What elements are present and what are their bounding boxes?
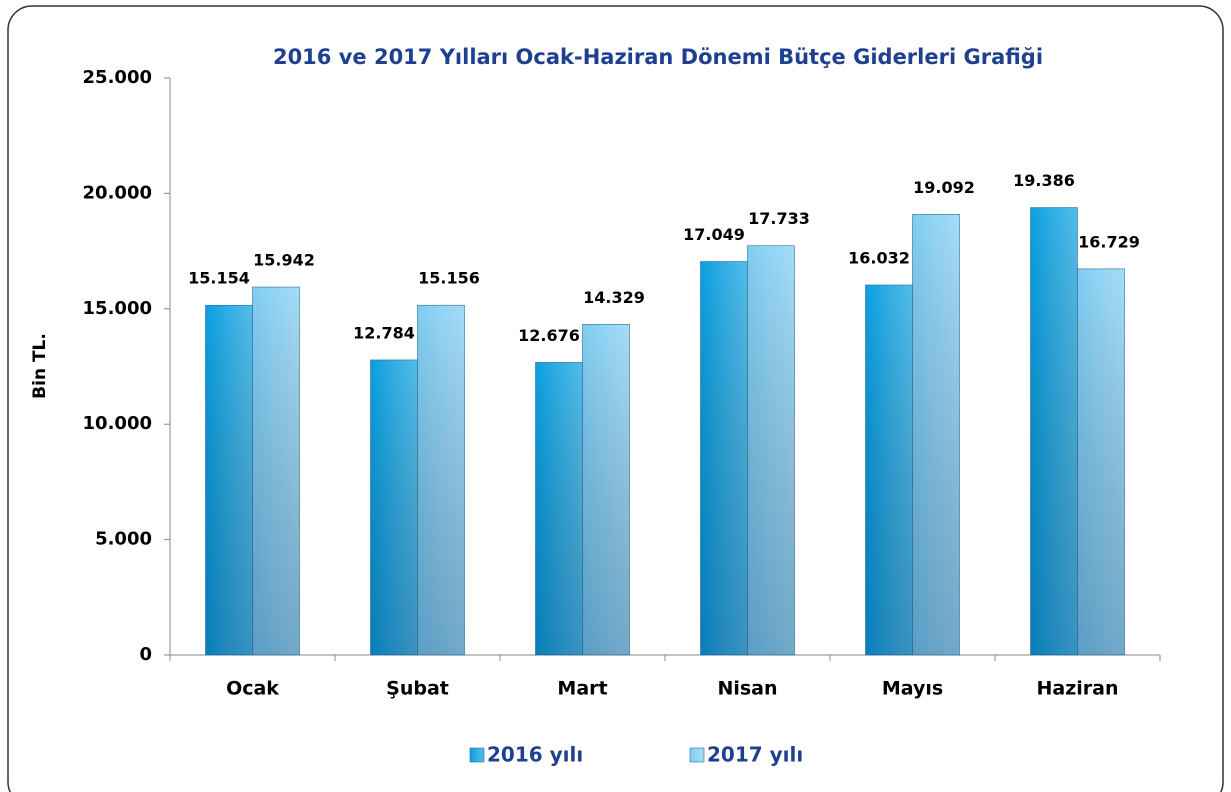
y-tick-label: 15.000	[83, 298, 152, 319]
bar-shade	[252, 287, 300, 655]
value-label: 17.733	[748, 209, 810, 228]
value-label: 15.156	[418, 269, 480, 288]
x-tick-label: Ocak	[226, 678, 279, 700]
value-label: 15.154	[188, 269, 250, 288]
x-tick-label: Mayıs	[882, 678, 943, 700]
bar-shade	[417, 305, 465, 655]
bar-shade	[912, 214, 960, 656]
bar-shade	[865, 284, 913, 655]
bar-shade	[1077, 268, 1125, 655]
bar-shade	[582, 324, 630, 655]
chart-title: 2016 ve 2017 Yılları Ocak-Haziran Dönemi…	[273, 45, 1043, 69]
y-axis-label: Bin TL.	[30, 333, 50, 399]
x-tick-label: Şubat	[386, 678, 449, 700]
y-tick-label: 5.000	[95, 529, 152, 550]
value-label: 17.049	[683, 225, 745, 244]
value-label: 19.092	[913, 178, 975, 197]
y-tick-label: 0	[139, 644, 152, 665]
y-tick-label: 25.000	[83, 67, 152, 88]
value-label: 16.032	[848, 248, 910, 267]
bar-shade	[700, 261, 748, 655]
value-label: 15.942	[253, 251, 315, 270]
value-label: 16.729	[1078, 232, 1140, 251]
bar-shade	[1030, 207, 1078, 656]
legend-swatch	[469, 747, 485, 763]
legend-label: 2016 yılı	[487, 743, 583, 767]
value-label: 19.386	[1013, 171, 1075, 190]
legend-swatch	[689, 747, 705, 763]
bar-shade	[747, 245, 795, 656]
value-label: 14.329	[583, 288, 645, 307]
bar-shade	[205, 305, 253, 655]
x-tick-label: Nisan	[717, 678, 777, 700]
x-tick-label: Haziran	[1036, 678, 1118, 700]
bar-shade	[535, 362, 583, 655]
y-tick-label: 10.000	[83, 413, 152, 434]
x-tick-label: Mart	[557, 678, 607, 700]
bar-shade	[370, 359, 418, 655]
y-tick-label: 20.000	[83, 182, 152, 203]
value-label: 12.676	[518, 326, 580, 345]
value-label: 12.784	[353, 323, 415, 342]
legend-label: 2017 yılı	[707, 743, 803, 767]
